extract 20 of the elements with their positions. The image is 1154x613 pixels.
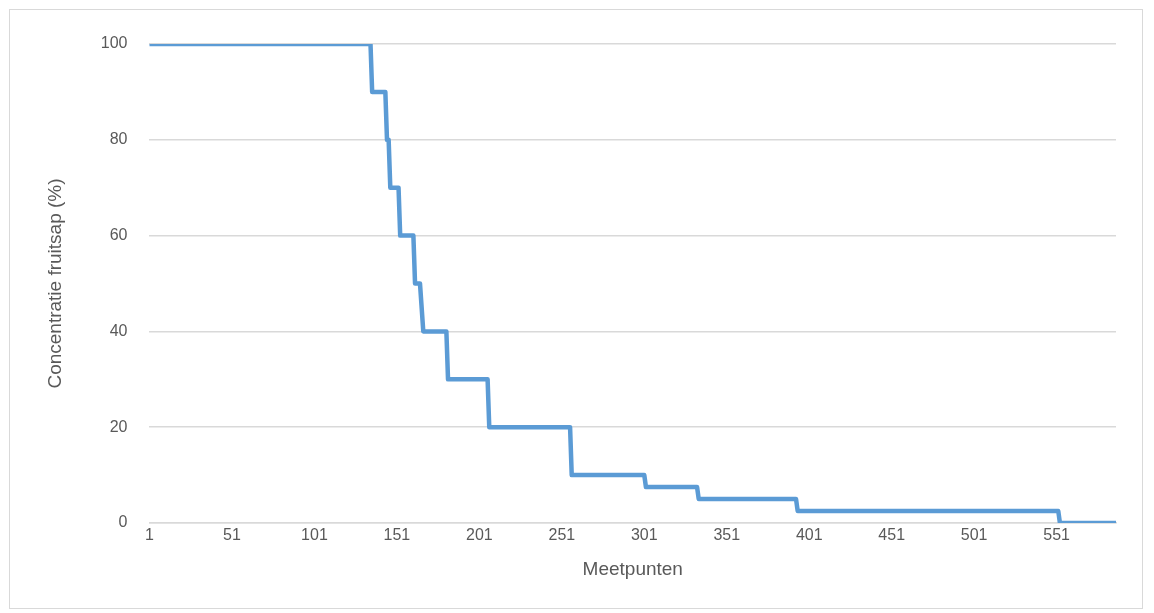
x-tick-label: 101: [301, 526, 328, 544]
y-tick-label: 100: [100, 34, 128, 52]
x-tick-label: 351: [713, 526, 741, 544]
x-tick-label: 301: [630, 526, 658, 544]
x-tick-label: 401: [795, 526, 823, 544]
x-tick-label: 501: [960, 526, 988, 544]
y-tick-label: 20: [109, 417, 128, 435]
x-tick-label: 201: [466, 526, 493, 544]
x-tick-label: 151: [383, 526, 411, 544]
x-axis-title: Meetpunten: [582, 557, 683, 579]
x-tick-label: 51: [223, 526, 241, 544]
y-tick-label: 60: [109, 226, 128, 244]
x-tick-label: 251: [548, 526, 576, 544]
y-tick-label: 0: [118, 513, 128, 531]
y-axis-title: Concentratie fruitsap (%): [43, 178, 65, 389]
y-tick-label: 80: [109, 130, 128, 148]
x-tick-label: 451: [878, 526, 906, 544]
x-tick-label: 1: [145, 526, 155, 544]
y-tick-label: 40: [109, 321, 128, 339]
x-tick-label: 551: [1043, 526, 1071, 544]
